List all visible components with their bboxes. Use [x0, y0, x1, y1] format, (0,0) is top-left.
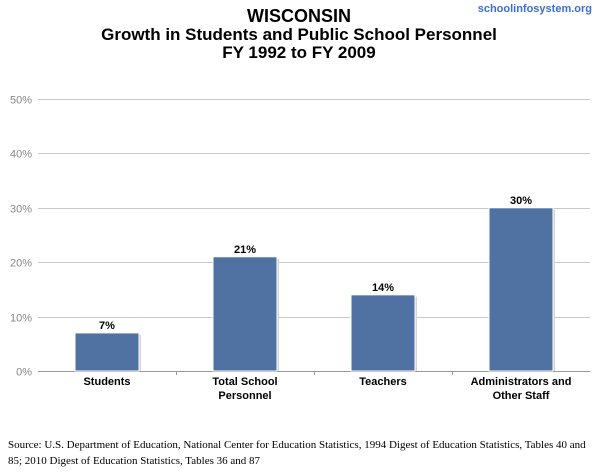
data-label: 14%	[372, 282, 394, 294]
bar	[74, 332, 140, 372]
bars	[74, 207, 555, 372]
y-tick-label: 20%	[10, 258, 32, 270]
y-tick-label: 30%	[10, 204, 32, 216]
y-tick-label: 0%	[16, 367, 32, 379]
source-note: Source: U.S. Department of Education, Na…	[8, 439, 586, 467]
chart-period: FY 1992 to FY 2009	[222, 43, 376, 62]
bar	[488, 207, 554, 372]
bar	[212, 256, 278, 372]
data-label: 7%	[99, 320, 115, 332]
x-tick-label: Personnel	[218, 390, 271, 402]
data-labels: 7% 21% 14% 30%	[99, 195, 532, 332]
data-label: 30%	[510, 195, 532, 207]
x-tick-label: Total School	[212, 376, 277, 388]
x-tick-label: Other Staff	[493, 390, 550, 402]
y-axis-tick-labels: 0% 10% 20% 30% 40% 50%	[10, 95, 32, 379]
chart-title: WISCONSIN	[246, 6, 351, 26]
chart-titles: WISCONSIN Growth in Students and Public …	[0, 6, 598, 62]
x-tick-label: Students	[83, 376, 130, 388]
data-label: 21%	[234, 244, 256, 256]
x-tick-label: Administrators and	[471, 376, 572, 388]
y-tick-label: 40%	[10, 149, 32, 161]
y-tick-label: 50%	[10, 95, 32, 107]
x-axis-tick-labels: Students Total School Personnel Teachers Adm…	[83, 376, 571, 402]
bar	[350, 294, 416, 372]
x-tick-label: Teachers	[359, 376, 407, 388]
bar-chart: 0% 10% 20% 30% 40% 50% 7% 21% 14% 30% Students To…	[10, 95, 590, 402]
chart-subtitle: Growth in Students and Public School Per…	[101, 25, 497, 44]
site-link[interactable]: schoolinfosystem.org	[477, 3, 592, 15]
y-tick-label: 10%	[10, 313, 32, 325]
